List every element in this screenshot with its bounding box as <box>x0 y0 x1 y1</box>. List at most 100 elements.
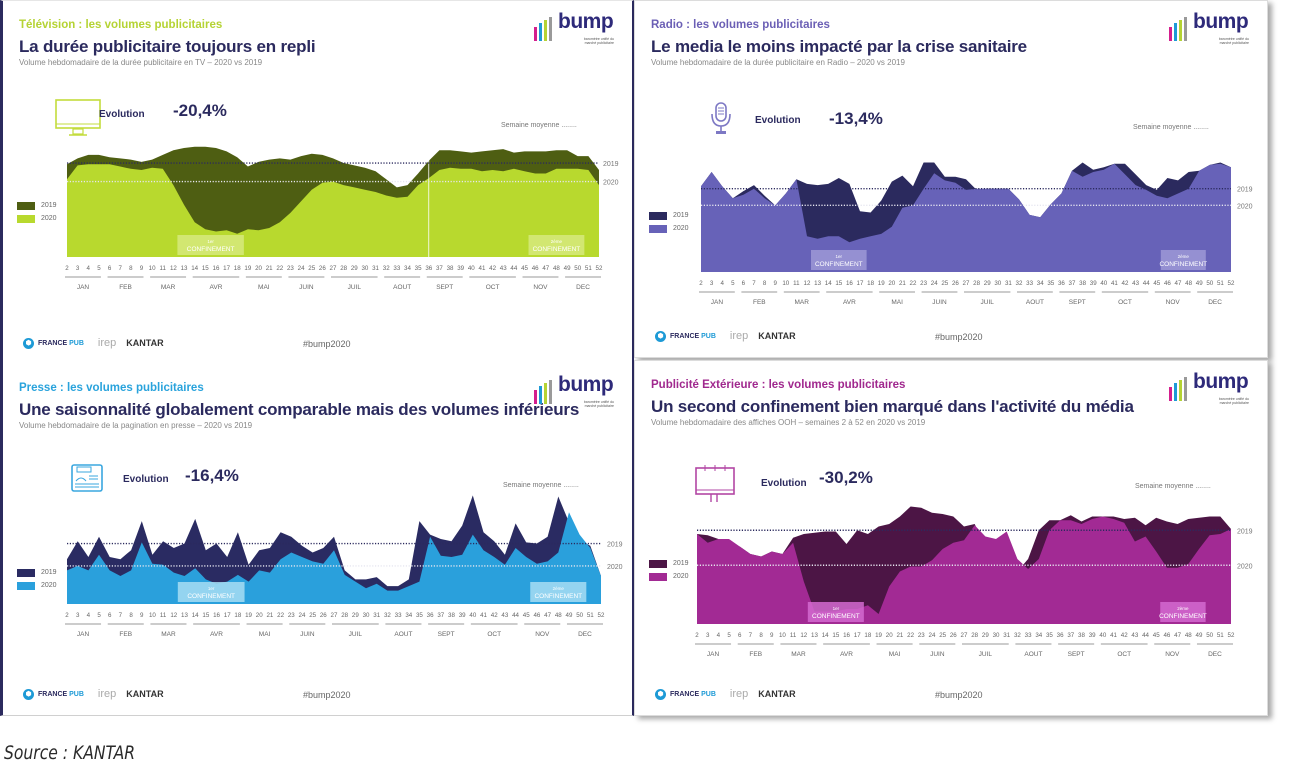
bump-logo: bump baromètre unifié du marché publicit… <box>1167 10 1257 47</box>
week-tick-label: 32 <box>1014 632 1021 639</box>
legend-swatch-2019 <box>17 568 35 577</box>
week-tick-label: 46 <box>533 612 540 619</box>
source-note: Source : KANTAR <box>4 742 136 764</box>
semaine-moyenne-legend: Semaine moyenne ........ <box>1133 124 1209 131</box>
legend-label-2020: 2020 <box>673 225 689 232</box>
week-tick-label: 8 <box>763 280 767 287</box>
annotation-sup: 1er <box>208 586 215 591</box>
panel-title: Le media le moins impacté par la crise s… <box>651 37 1027 56</box>
week-tick-label: 30 <box>361 265 368 272</box>
panel-subtitle: Volume hebdomadaire de la durée publicit… <box>651 58 905 67</box>
week-tick-label: 17 <box>223 265 230 272</box>
month-label-sept: SEPT <box>438 631 455 638</box>
bump-bars-icon <box>532 380 558 404</box>
week-tick-label: 3 <box>76 265 80 272</box>
week-tick-label: 7 <box>118 265 122 272</box>
chart-legend: 2019 2020 <box>649 557 689 583</box>
week-tick-label: 32 <box>383 265 390 272</box>
week-tick-label: 18 <box>234 265 241 272</box>
bump-bars-icon <box>1167 377 1193 401</box>
bump-bars-icon <box>1167 17 1193 41</box>
evolution-label: Evolution <box>123 474 169 485</box>
week-tick-label: 43 <box>1131 632 1138 639</box>
week-tick-label: 43 <box>1132 280 1139 287</box>
reference-label-2020: 2020 <box>603 180 619 187</box>
week-tick-label: 14 <box>191 265 198 272</box>
month-label-juin: JUIN <box>299 284 314 291</box>
month-label-juil: JUIL <box>349 631 363 638</box>
week-tick-label: 37 <box>437 612 444 619</box>
annotation-sup: 1er <box>833 606 840 611</box>
week-tick-label: 4 <box>717 632 721 639</box>
evolution-value: -30,2% <box>819 468 873 487</box>
week-tick-label: 5 <box>727 632 731 639</box>
week-tick-label: 33 <box>1026 280 1033 287</box>
week-tick-label: 12 <box>800 632 807 639</box>
week-tick-label: 25 <box>939 632 946 639</box>
legend-item-2020: 2020 <box>17 212 57 225</box>
month-label-mar: MAR <box>161 284 176 291</box>
week-tick-label: 6 <box>108 612 112 619</box>
month-label-feb: FEB <box>119 631 132 638</box>
week-tick-label: 28 <box>341 612 348 619</box>
week-tick-label: 28 <box>971 632 978 639</box>
francepub-logo-icon: ⬢ <box>23 688 34 700</box>
annotation-box <box>530 582 587 602</box>
week-tick-label: 52 <box>598 612 605 619</box>
month-label-juin: JUIN <box>300 631 315 638</box>
week-tick-label: 5 <box>97 265 101 272</box>
annotation-label: CONFINEMENT <box>534 593 582 600</box>
week-tick-label: 39 <box>1090 280 1097 287</box>
panel-publicite-exterieure: Publicité Extérieure : les volumes publi… <box>634 360 1268 716</box>
week-tick-label: 38 <box>448 612 455 619</box>
week-tick-label: 48 <box>555 612 562 619</box>
week-tick-label: 38 <box>1078 632 1085 639</box>
tv-monitor-icon <box>55 99 102 142</box>
week-tick-label: 39 <box>457 265 464 272</box>
annotation-label: CONFINEMENT <box>812 613 860 620</box>
week-tick-label: 46 <box>1164 280 1171 287</box>
week-tick-label: 46 <box>1163 632 1170 639</box>
month-label-oct: OCT <box>1118 299 1132 306</box>
week-tick-label: 47 <box>544 612 551 619</box>
week-tick-label: 27 <box>963 280 970 287</box>
week-tick-label: 14 <box>822 632 829 639</box>
week-tick-label: 42 <box>491 612 498 619</box>
week-tick-label: 30 <box>993 632 1000 639</box>
legend-item-2020: 2020 <box>17 579 57 592</box>
week-tick-label: 6 <box>742 280 746 287</box>
reference-label-2020: 2020 <box>607 564 623 571</box>
legend-swatch-2020 <box>649 572 667 581</box>
week-tick-label: 26 <box>950 632 957 639</box>
week-tick-label: 45 <box>1153 280 1160 287</box>
area-series-2020 <box>701 163 1231 272</box>
panel-subtitle: Volume hebdomadaire de la durée publicit… <box>19 58 263 67</box>
week-tick-label: 51 <box>1217 280 1224 287</box>
legend-label-2019: 2019 <box>673 560 689 567</box>
evolution-value: -16,4% <box>185 466 239 485</box>
semaine-moyenne-legend: Semaine moyenne ........ <box>501 122 577 129</box>
week-tick-label: 39 <box>1089 632 1096 639</box>
week-tick-label: 19 <box>245 612 252 619</box>
month-label-aout: AOUT <box>393 284 411 291</box>
francepub-logo: FRANCE PUB <box>670 332 716 340</box>
annotation-box <box>1160 250 1206 270</box>
kantar-logo: KANTAR <box>126 338 164 348</box>
confinement-annotation-1: 1er CONFINEMENT <box>177 235 244 255</box>
month-label-mar: MAR <box>791 651 806 658</box>
week-tick-label: 37 <box>1067 632 1074 639</box>
week-tick-label: 23 <box>287 265 294 272</box>
week-tick-label: 24 <box>931 280 938 287</box>
week-tick-label: 38 <box>447 265 454 272</box>
panel-subtitle: Volume hebdomadaire des affiches OOH – s… <box>651 418 926 427</box>
evolution-label: Evolution <box>761 478 807 489</box>
area-series-2020 <box>67 164 599 257</box>
annotation-sup: 2ème <box>1177 606 1189 611</box>
reference-label-2020: 2020 <box>1237 203 1253 210</box>
week-tick-label: 15 <box>832 632 839 639</box>
week-tick-label: 47 <box>542 265 549 272</box>
month-label-dec: DEC <box>1208 651 1222 658</box>
evolution-label: Evolution <box>755 115 801 126</box>
